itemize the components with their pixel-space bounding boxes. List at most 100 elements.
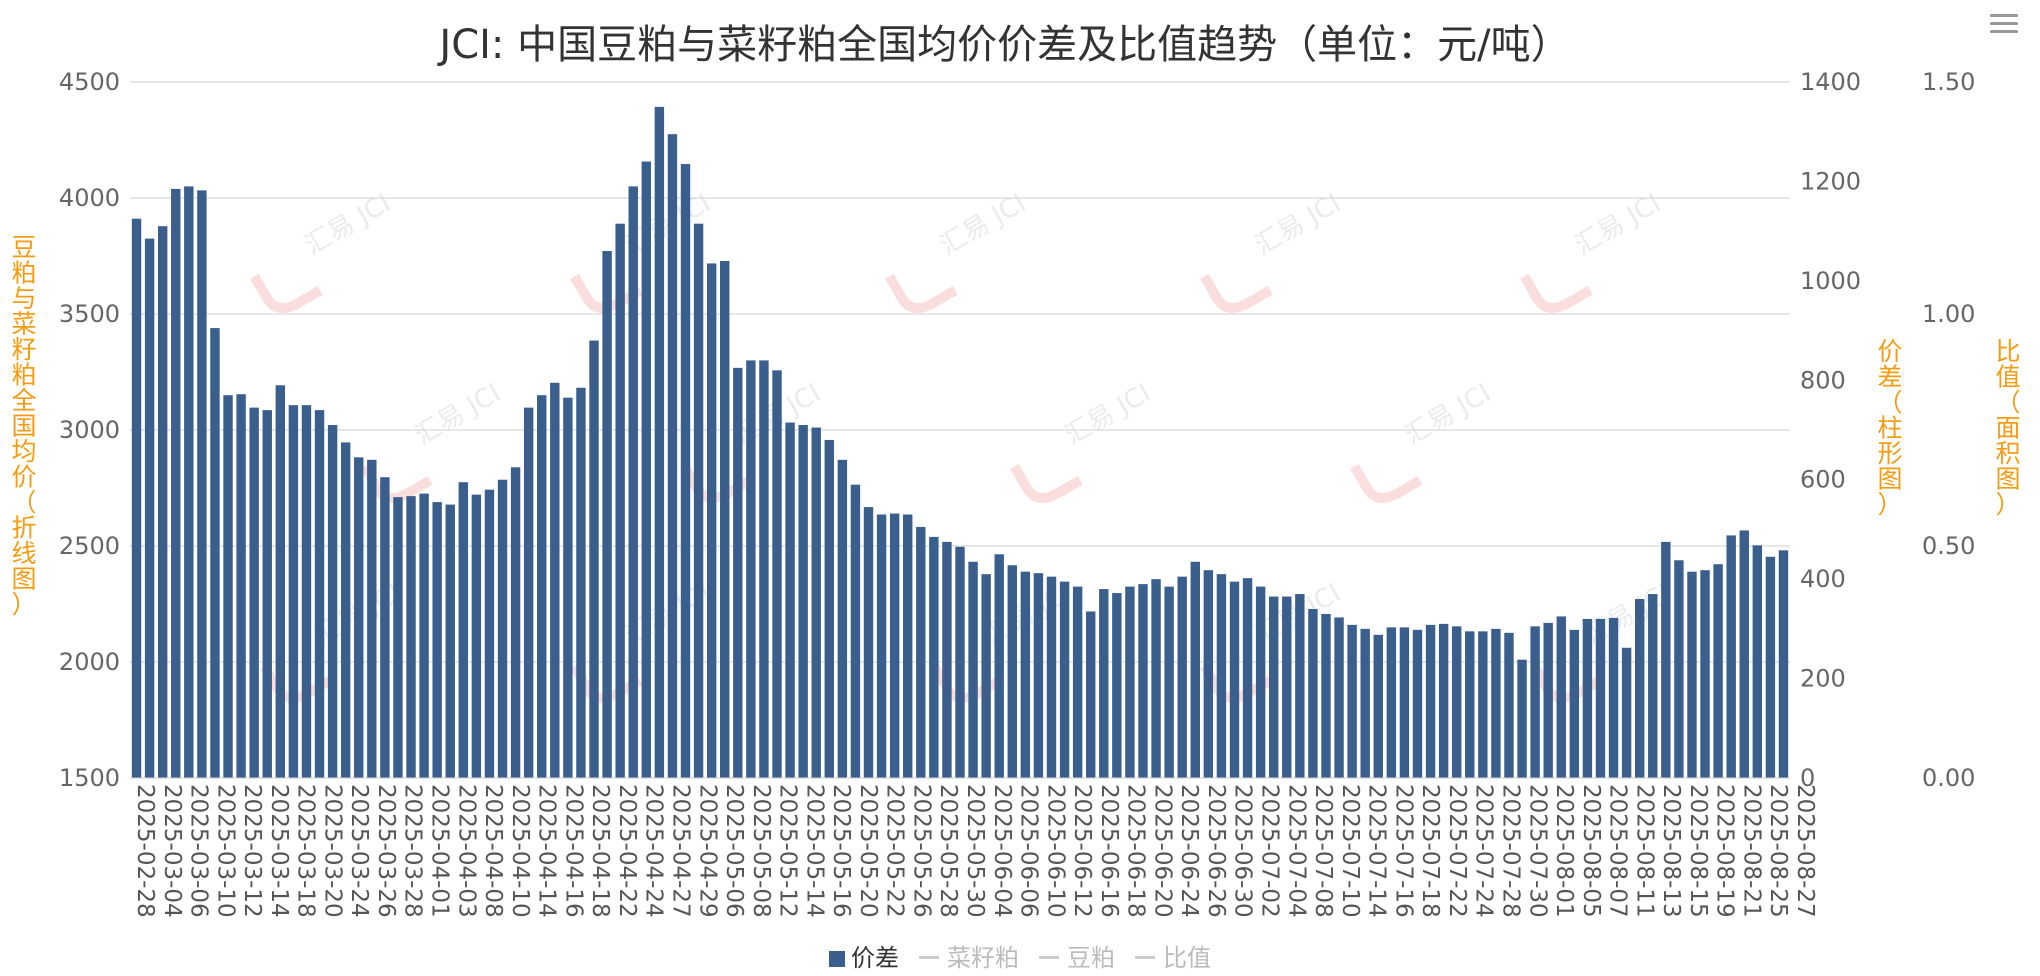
bar[interactable]: [1451, 626, 1462, 778]
bar[interactable]: [367, 459, 377, 778]
bar[interactable]: [1648, 594, 1658, 778]
bar[interactable]: [1569, 629, 1580, 778]
bar[interactable]: [1112, 593, 1122, 778]
bar[interactable]: [131, 218, 142, 778]
bar[interactable]: [1608, 617, 1619, 778]
bar[interactable]: [916, 526, 926, 778]
bar[interactable]: [1595, 618, 1606, 778]
bar[interactable]: [798, 425, 808, 778]
bar[interactable]: [876, 514, 887, 778]
bar[interactable]: [955, 546, 965, 778]
bar[interactable]: [1491, 628, 1501, 778]
legend-item[interactable]: 比值: [1135, 938, 1211, 973]
bar[interactable]: [1739, 530, 1749, 778]
bar[interactable]: [249, 407, 259, 778]
bar[interactable]: [1255, 586, 1266, 778]
bar[interactable]: [1072, 586, 1083, 778]
legend-item[interactable]: 价差: [829, 938, 899, 973]
bar[interactable]: [314, 410, 325, 778]
bar[interactable]: [1177, 576, 1187, 778]
bar[interactable]: [1700, 570, 1710, 778]
bar[interactable]: [1216, 574, 1227, 778]
hamburger-menu-icon[interactable]: [1990, 14, 2018, 38]
legend-item[interactable]: 豆粕: [1039, 938, 1115, 973]
bar[interactable]: [759, 360, 769, 778]
legend-item[interactable]: 菜籽粕: [919, 938, 1019, 973]
bar-series-price-diff[interactable]: [131, 106, 1789, 779]
bar[interactable]: [1465, 631, 1475, 778]
bar[interactable]: [497, 479, 508, 778]
bar[interactable]: [654, 106, 665, 779]
bar[interactable]: [1164, 586, 1174, 778]
bar[interactable]: [1268, 596, 1279, 778]
bar[interactable]: [1020, 571, 1031, 778]
bar[interactable]: [1661, 541, 1671, 778]
bar[interactable]: [1582, 618, 1593, 778]
bar[interactable]: [510, 467, 521, 778]
bar[interactable]: [1282, 596, 1292, 778]
bar[interactable]: [1687, 571, 1697, 778]
bar[interactable]: [275, 385, 286, 778]
bar[interactable]: [1504, 632, 1514, 778]
bar[interactable]: [471, 494, 482, 778]
bar[interactable]: [863, 507, 874, 778]
bar[interactable]: [811, 427, 821, 778]
bar[interactable]: [393, 497, 403, 778]
bar[interactable]: [458, 482, 469, 778]
bar[interactable]: [1242, 578, 1253, 778]
bar[interactable]: [484, 489, 495, 778]
bar[interactable]: [301, 405, 312, 778]
bar[interactable]: [615, 223, 625, 778]
bar[interactable]: [1295, 594, 1305, 778]
bar[interactable]: [850, 484, 861, 778]
bar[interactable]: [589, 340, 599, 778]
bar[interactable]: [680, 164, 691, 778]
bar[interactable]: [824, 439, 834, 778]
bar[interactable]: [1556, 616, 1566, 778]
bar[interactable]: [1190, 561, 1200, 778]
bar[interactable]: [994, 554, 1004, 778]
bar[interactable]: [1125, 586, 1135, 778]
bar[interactable]: [236, 394, 246, 778]
bar[interactable]: [1412, 629, 1423, 778]
bar[interactable]: [197, 190, 207, 778]
bar[interactable]: [628, 186, 638, 778]
bar[interactable]: [1425, 624, 1436, 778]
bar[interactable]: [903, 514, 913, 778]
bar[interactable]: [746, 360, 756, 778]
bar[interactable]: [1621, 647, 1632, 778]
bar[interactable]: [1321, 613, 1331, 778]
bar[interactable]: [1373, 634, 1383, 778]
bar[interactable]: [171, 188, 181, 778]
bar[interactable]: [785, 422, 795, 778]
bar[interactable]: [733, 367, 743, 778]
bar[interactable]: [157, 226, 168, 778]
bar[interactable]: [1099, 589, 1109, 778]
bar[interactable]: [720, 260, 730, 778]
bar[interactable]: [406, 496, 416, 778]
bar[interactable]: [1752, 545, 1763, 778]
bar[interactable]: [1138, 584, 1148, 778]
bar[interactable]: [693, 223, 704, 778]
bar[interactable]: [445, 504, 455, 778]
bar[interactable]: [602, 251, 612, 778]
bar[interactable]: [1399, 627, 1410, 778]
bar[interactable]: [537, 395, 547, 778]
bar[interactable]: [641, 161, 652, 779]
bar[interactable]: [1726, 535, 1736, 778]
bar[interactable]: [968, 561, 978, 778]
bar[interactable]: [419, 493, 429, 778]
bar[interactable]: [523, 407, 534, 778]
bar[interactable]: [1360, 628, 1370, 778]
bar[interactable]: [1778, 550, 1789, 778]
bar[interactable]: [1203, 570, 1214, 778]
bar[interactable]: [288, 405, 299, 778]
bar[interactable]: [550, 382, 560, 778]
bar[interactable]: [942, 541, 952, 778]
bar[interactable]: [1543, 622, 1553, 778]
bar[interactable]: [1334, 617, 1344, 778]
bar[interactable]: [1478, 631, 1488, 778]
bar[interactable]: [184, 186, 194, 778]
bar[interactable]: [223, 395, 233, 778]
bar[interactable]: [563, 397, 573, 778]
